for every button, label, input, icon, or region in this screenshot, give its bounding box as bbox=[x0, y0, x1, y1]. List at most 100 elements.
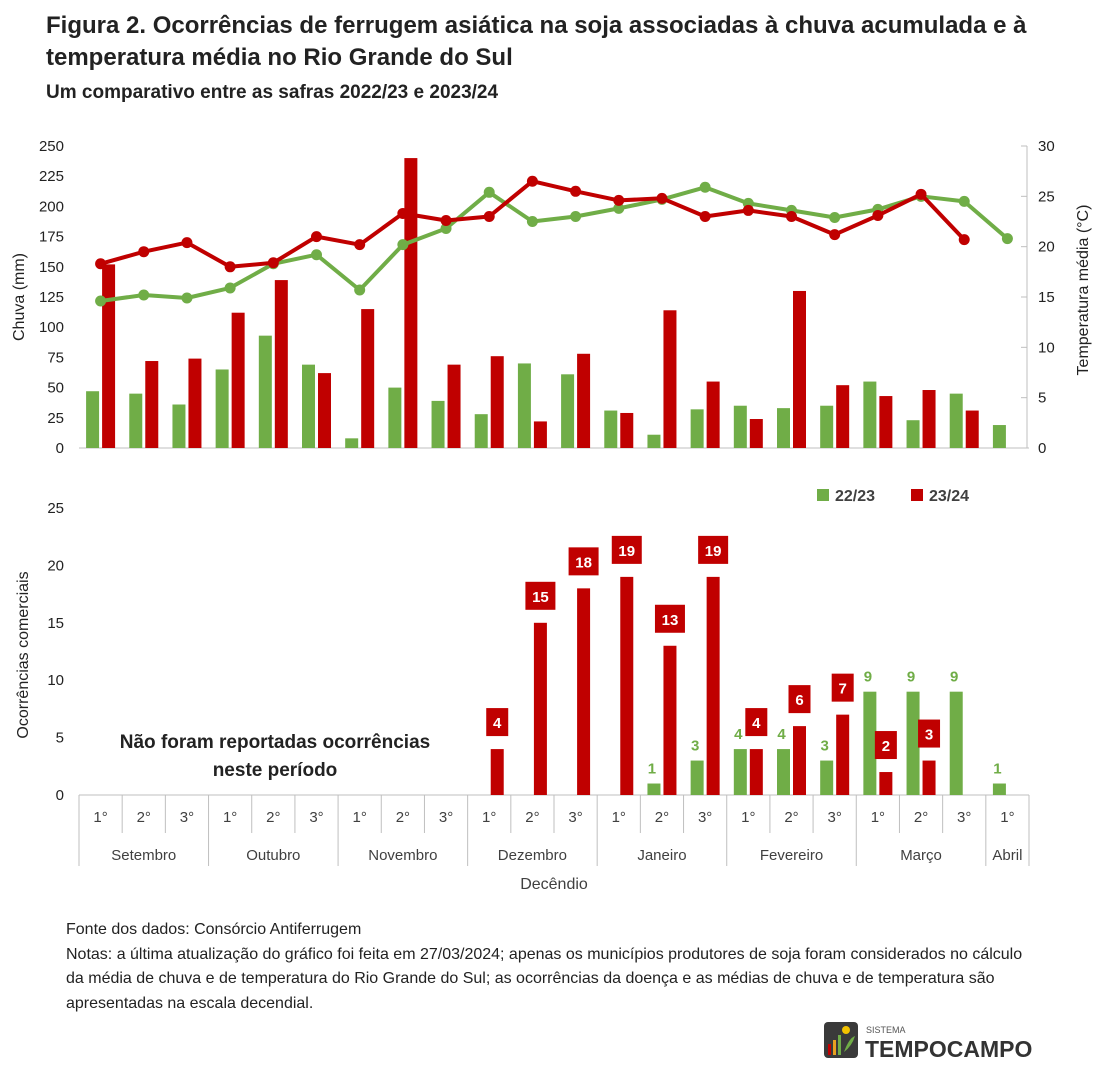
y-tick-label: 200 bbox=[39, 198, 64, 215]
month-label: Janeiro bbox=[637, 847, 686, 864]
decendio-label: 1° bbox=[612, 809, 626, 826]
temp-2223-point bbox=[225, 282, 236, 293]
temp-2324-point bbox=[700, 211, 711, 222]
rain-bar-2324 bbox=[577, 354, 590, 448]
y-axis-label: Ocorrências comerciais bbox=[15, 571, 32, 738]
legend-label-2223: 22/23 bbox=[835, 488, 875, 505]
occurrence-label-2324: 6 bbox=[795, 692, 803, 709]
occurrence-bar-2324 bbox=[534, 623, 547, 795]
rain-bar-2324 bbox=[534, 421, 547, 448]
rain-bar-2223 bbox=[993, 425, 1006, 448]
occurrence-label-2324: 4 bbox=[752, 715, 761, 732]
occurrence-bar-2324 bbox=[923, 761, 936, 795]
month-label: Abril bbox=[992, 847, 1022, 864]
occurrence-label-2223: 3 bbox=[821, 738, 829, 755]
rain-bar-2324 bbox=[188, 359, 201, 448]
occurrence-label-2324: 4 bbox=[493, 715, 502, 732]
decendio-label: 3° bbox=[568, 809, 582, 826]
notes-block: Fonte dos dados: Consórcio Antiferrugem … bbox=[66, 918, 1026, 1016]
decendio-label: 2° bbox=[266, 809, 280, 826]
temp-2324-point bbox=[95, 258, 106, 269]
occurrence-bar-2324 bbox=[750, 749, 763, 795]
occurrence-label-2324: 3 bbox=[925, 727, 933, 744]
y2-tick-label: 15 bbox=[1038, 289, 1055, 306]
rain-bar-2324 bbox=[361, 309, 374, 448]
y-tick-label: 125 bbox=[39, 289, 64, 306]
temp-2324-point bbox=[397, 208, 408, 219]
temp-2223-point bbox=[397, 239, 408, 250]
temp-2223-point bbox=[829, 212, 840, 223]
y-tick-label: 5 bbox=[56, 730, 64, 747]
chart-area: 0255075100125150175200225250051015202530… bbox=[0, 0, 1107, 905]
occurrence-bar-2324 bbox=[707, 577, 720, 795]
rain-bar-2223 bbox=[907, 420, 920, 448]
y-tick-label: 50 bbox=[47, 380, 64, 397]
rain-bar-2324 bbox=[145, 361, 158, 448]
y2-tick-label: 30 bbox=[1038, 138, 1055, 155]
rain-bar-2324 bbox=[750, 419, 763, 448]
temp-2223-point bbox=[181, 293, 192, 304]
y-tick-label: 25 bbox=[47, 500, 64, 517]
temp-2324-point bbox=[225, 261, 236, 272]
temp-2223-point bbox=[311, 249, 322, 260]
temp-2324-point bbox=[354, 239, 365, 250]
y-tick-label: 25 bbox=[47, 410, 64, 427]
temp-2324-point bbox=[441, 215, 452, 226]
rain-bar-2223 bbox=[863, 382, 876, 448]
occurrences-chart: 0 5 10 15 20 25 Ocorrências comerciais 1° 2° 3° 1°… bbox=[15, 488, 1029, 893]
decendio-label: 1° bbox=[1000, 809, 1014, 826]
y2-axis-label: Temperatura média (°C) bbox=[1075, 205, 1092, 376]
x-axis-label: Decêndio bbox=[520, 876, 588, 893]
y-tick-label: 15 bbox=[47, 615, 64, 632]
rain-bar-2324 bbox=[491, 356, 504, 448]
svg-text:TEMPOCAMPO: TEMPOCAMPO bbox=[865, 1036, 1032, 1060]
temp-2223-point bbox=[95, 296, 106, 307]
decendio-label: 3° bbox=[180, 809, 194, 826]
rain-bar-2223 bbox=[172, 405, 185, 448]
rain-bar-2324 bbox=[404, 158, 417, 448]
rain-bar-2324 bbox=[966, 411, 979, 448]
decendio-label: 2° bbox=[137, 809, 151, 826]
rain-bar-2223 bbox=[561, 374, 574, 448]
decendio-label: 1° bbox=[482, 809, 496, 826]
decendio-label: 3° bbox=[828, 809, 842, 826]
temp-2324-point bbox=[268, 257, 279, 268]
rain-bar-2223 bbox=[820, 406, 833, 448]
y-tick-label: 0 bbox=[56, 440, 64, 457]
occurrence-bar-2324 bbox=[491, 749, 504, 795]
y-tick-label: 250 bbox=[39, 138, 64, 155]
temp-2324-point bbox=[872, 210, 883, 221]
y-tick-label: 150 bbox=[39, 259, 64, 276]
decendio-label: 1° bbox=[353, 809, 367, 826]
y-tick-label: 75 bbox=[47, 349, 64, 366]
month-label: Dezembro bbox=[498, 847, 567, 864]
y-tick-label: 225 bbox=[39, 168, 64, 185]
rain-bar-2223 bbox=[777, 408, 790, 448]
y-tick-label: 175 bbox=[39, 229, 64, 246]
legend-label-2324: 23/24 bbox=[929, 488, 969, 505]
temp-2223-point bbox=[700, 182, 711, 193]
decendio-label: 3° bbox=[439, 809, 453, 826]
occurrence-bar-2324 bbox=[620, 577, 633, 795]
annotation-line-2: neste período bbox=[213, 760, 338, 781]
month-label: Setembro bbox=[111, 847, 176, 864]
occurrence-bar-2223 bbox=[777, 749, 790, 795]
y-tick-label: 100 bbox=[39, 319, 64, 336]
occurrence-label-2324: 19 bbox=[705, 543, 722, 560]
legend-swatch-2223 bbox=[817, 489, 829, 501]
data-source: Fonte dos dados: Consórcio Antiferrugem bbox=[66, 918, 1026, 943]
rain-bar-2324 bbox=[448, 365, 461, 448]
rain-bar-2223 bbox=[259, 336, 272, 448]
rain-bar-2324 bbox=[232, 313, 245, 448]
occurrence-bar-2223 bbox=[820, 761, 833, 795]
legend-swatch-2324 bbox=[911, 489, 923, 501]
rain-bar-2324 bbox=[318, 373, 331, 448]
temp-2324-point bbox=[527, 176, 538, 187]
tempocampo-logo: SISTEMA TEMPOCAMPO bbox=[822, 1020, 1032, 1060]
rain-bar-2223 bbox=[950, 394, 963, 448]
decendio-label: 1° bbox=[871, 809, 885, 826]
occurrence-label-2223: 3 bbox=[691, 738, 699, 755]
occurrence-bar-2324 bbox=[793, 726, 806, 795]
temp-2324-point bbox=[829, 229, 840, 240]
temp-2324-point bbox=[786, 211, 797, 222]
